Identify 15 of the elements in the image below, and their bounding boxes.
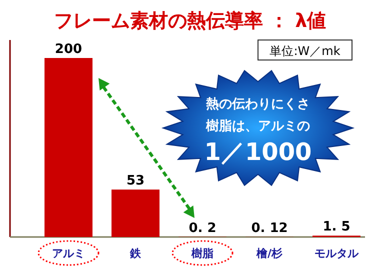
data-label: 53 [126,174,145,189]
annotation: 1／1000 [204,138,312,166]
x-tick-label: 樹脂 [190,247,214,260]
chart-title: フレーム素材の熱伝導率 ： λ値 [54,10,326,32]
data-label: 1. 5 [322,220,350,235]
x-tick-label: 檜/杉 [255,247,284,260]
x-tick-label: 鉄 [129,247,142,260]
data-label: 0. 2 [188,220,216,236]
data-label: 0. 12 [251,220,288,236]
data-label: 200 [54,42,82,57]
annotation: 樹脂は、アルミの [205,119,310,134]
annotation: 熱の伝わりにくさ [205,96,310,112]
annotation: 単位:W／mk [270,44,340,58]
x-tick-label: アルミ [52,247,85,260]
x-tick-label: モルタル [314,247,360,260]
